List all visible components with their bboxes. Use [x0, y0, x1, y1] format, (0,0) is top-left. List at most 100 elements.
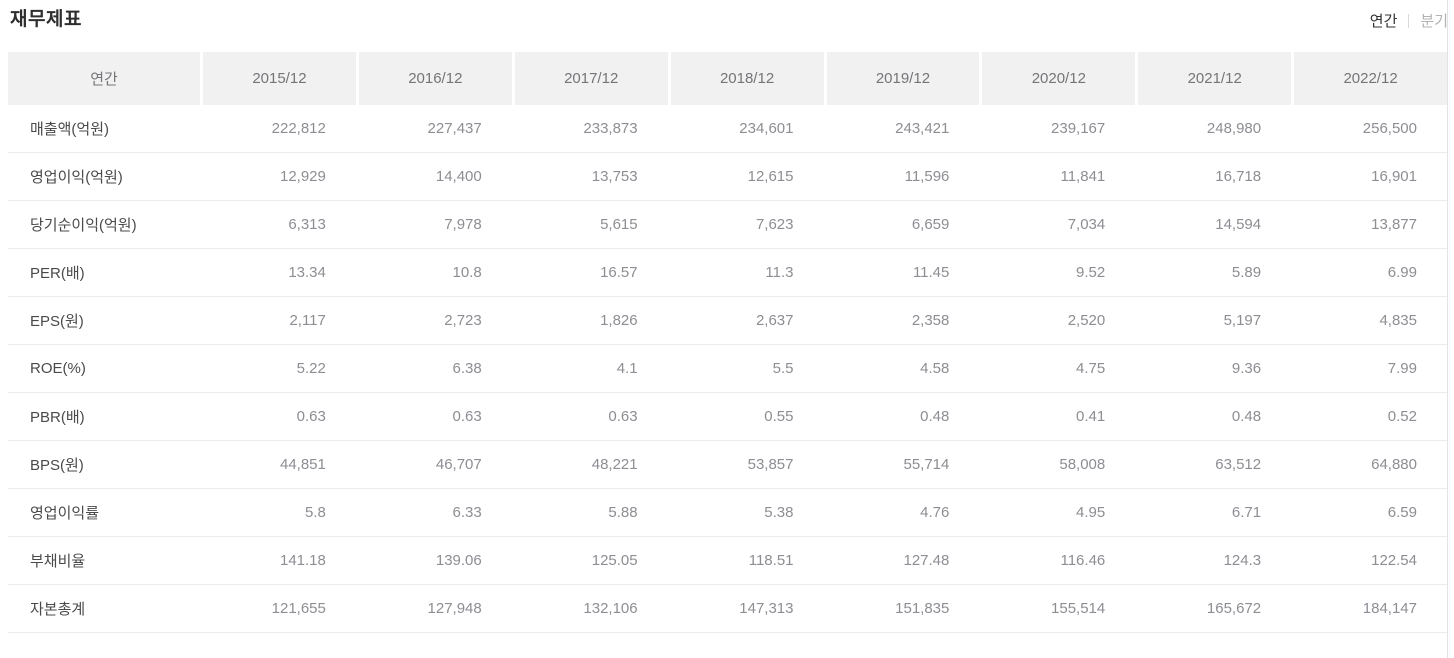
- cell-value: 0.48: [1135, 393, 1292, 441]
- cell-value: 227,437: [355, 105, 512, 153]
- cell-value: 5.8: [200, 489, 356, 537]
- cell-value: 0.63: [511, 393, 668, 441]
- cell-value: 12,929: [200, 153, 356, 201]
- corner-header: 연간: [8, 52, 200, 105]
- cell-value: 1,826: [511, 297, 668, 345]
- cell-value: 5.38: [667, 489, 824, 537]
- cell-value: 13,877: [1291, 201, 1447, 249]
- cell-value: 63,512: [1135, 441, 1292, 489]
- cell-value: 2,520: [979, 297, 1136, 345]
- cell-value: 6,313: [200, 201, 356, 249]
- row-label: PBR(배): [8, 393, 200, 441]
- cell-value: 155,514: [979, 585, 1136, 633]
- cell-value: 4,835: [1291, 297, 1447, 345]
- cell-value: 0.41: [979, 393, 1136, 441]
- toggle-quarterly[interactable]: 분기: [1420, 13, 1448, 30]
- column-header: 2020/12: [979, 52, 1136, 105]
- cell-value: 243,421: [823, 105, 980, 153]
- cell-value: 116.46: [979, 537, 1136, 585]
- cell-value: 0.63: [200, 393, 356, 441]
- row-label: PER(배): [8, 249, 200, 297]
- cell-value: 256,500: [1291, 105, 1447, 153]
- cell-value: 4.1: [511, 345, 668, 393]
- cell-value: 222,812: [200, 105, 356, 153]
- cell-value: 9.52: [979, 249, 1136, 297]
- table-row: 부채비율 141.18 139.06 125.05 118.51 127.48 116.46…: [8, 537, 1447, 585]
- cell-value: 14,400: [355, 153, 512, 201]
- cell-value: 11.45: [823, 249, 980, 297]
- cell-value: 11.3: [667, 249, 824, 297]
- cell-value: 13.34: [200, 249, 356, 297]
- page-right-border: [1447, 0, 1448, 658]
- cell-value: 7,623: [667, 201, 824, 249]
- column-header: 2021/12: [1135, 52, 1292, 105]
- cell-value: 16.57: [511, 249, 668, 297]
- cell-value: 248,980: [1135, 105, 1292, 153]
- cell-value: 16,901: [1291, 153, 1447, 201]
- table-header-row: 연간 2015/12 2016/12 2017/12 2018/12 2019/12 20…: [8, 52, 1447, 105]
- cell-value: 64,880: [1291, 441, 1447, 489]
- table-row: 영업이익(억원) 12,929 14,400 13,753 12,615 11,596 11…: [8, 153, 1447, 201]
- toggle-annual[interactable]: 연간: [1369, 13, 1398, 30]
- table-row: PBR(배) 0.63 0.63 0.63 0.55 0.48 0.41 0.48 0.52: [8, 393, 1447, 441]
- column-header: 2017/12: [511, 52, 668, 105]
- cell-value: 122.54: [1291, 537, 1447, 585]
- cell-value: 4.58: [823, 345, 980, 393]
- cell-value: 5,615: [511, 201, 668, 249]
- cell-value: 125.05: [511, 537, 668, 585]
- cell-value: 44,851: [200, 441, 356, 489]
- row-label: 부채비율: [8, 537, 200, 585]
- column-header: 2018/12: [667, 52, 824, 105]
- cell-value: 6.38: [355, 345, 512, 393]
- cell-value: 7,034: [979, 201, 1136, 249]
- page-title: 재무제표: [10, 9, 82, 30]
- cell-value: 58,008: [979, 441, 1136, 489]
- cell-value: 16,718: [1135, 153, 1292, 201]
- cell-value: 11,841: [979, 153, 1136, 201]
- row-label: BPS(원): [8, 441, 200, 489]
- period-toggle: 연간 분기: [1370, 10, 1448, 31]
- cell-value: 6.71: [1135, 489, 1292, 537]
- cell-value: 4.95: [979, 489, 1136, 537]
- cell-value: 233,873: [511, 105, 668, 153]
- cell-value: 234,601: [667, 105, 824, 153]
- column-header: 2022/12: [1291, 52, 1447, 105]
- cell-value: 118.51: [667, 537, 824, 585]
- cell-value: 0.55: [667, 393, 824, 441]
- cell-value: 46,707: [355, 441, 512, 489]
- row-label: EPS(원): [8, 297, 200, 345]
- cell-value: 147,313: [667, 585, 824, 633]
- cell-value: 55,714: [823, 441, 980, 489]
- cell-value: 48,221: [511, 441, 668, 489]
- cell-value: 141.18: [200, 537, 356, 585]
- table-row: PER(배) 13.34 10.8 16.57 11.3 11.45 9.52 5.89 6.9…: [8, 249, 1447, 297]
- row-label: ROE(%): [8, 345, 200, 393]
- cell-value: 4.75: [979, 345, 1136, 393]
- cell-value: 14,594: [1135, 201, 1292, 249]
- table-row: 영업이익률 5.8 6.33 5.88 5.38 4.76 4.95 6.71 6.59: [8, 489, 1447, 537]
- cell-value: 2,358: [823, 297, 980, 345]
- cell-value: 6.99: [1291, 249, 1447, 297]
- cell-value: 165,672: [1135, 585, 1292, 633]
- table-row: 당기순이익(억원) 6,313 7,978 5,615 7,623 6,659 7,034 1…: [8, 201, 1447, 249]
- cell-value: 53,857: [667, 441, 824, 489]
- table-row: ROE(%) 5.22 6.38 4.1 5.5 4.58 4.75 9.36 7.99: [8, 345, 1447, 393]
- row-label: 영업이익률: [8, 489, 200, 537]
- cell-value: 0.63: [355, 393, 512, 441]
- table-row: 자본총계 121,655 127,948 132,106 147,313 151,835 1…: [8, 585, 1447, 633]
- cell-value: 2,723: [355, 297, 512, 345]
- cell-value: 2,117: [200, 297, 356, 345]
- cell-value: 5.5: [667, 345, 824, 393]
- cell-value: 124.3: [1135, 537, 1292, 585]
- cell-value: 5,197: [1135, 297, 1292, 345]
- cell-value: 10.8: [355, 249, 512, 297]
- row-label: 당기순이익(억원): [8, 201, 200, 249]
- cell-value: 132,106: [511, 585, 668, 633]
- topbar: 재무제표 연간 분기: [0, 0, 1454, 52]
- cell-value: 7.99: [1291, 345, 1447, 393]
- financial-table: 연간 2015/12 2016/12 2017/12 2018/12 2019/12 20…: [8, 52, 1447, 633]
- cell-value: 0.52: [1291, 393, 1447, 441]
- cell-value: 12,615: [667, 153, 824, 201]
- cell-value: 5.88: [511, 489, 668, 537]
- cell-value: 7,978: [355, 201, 512, 249]
